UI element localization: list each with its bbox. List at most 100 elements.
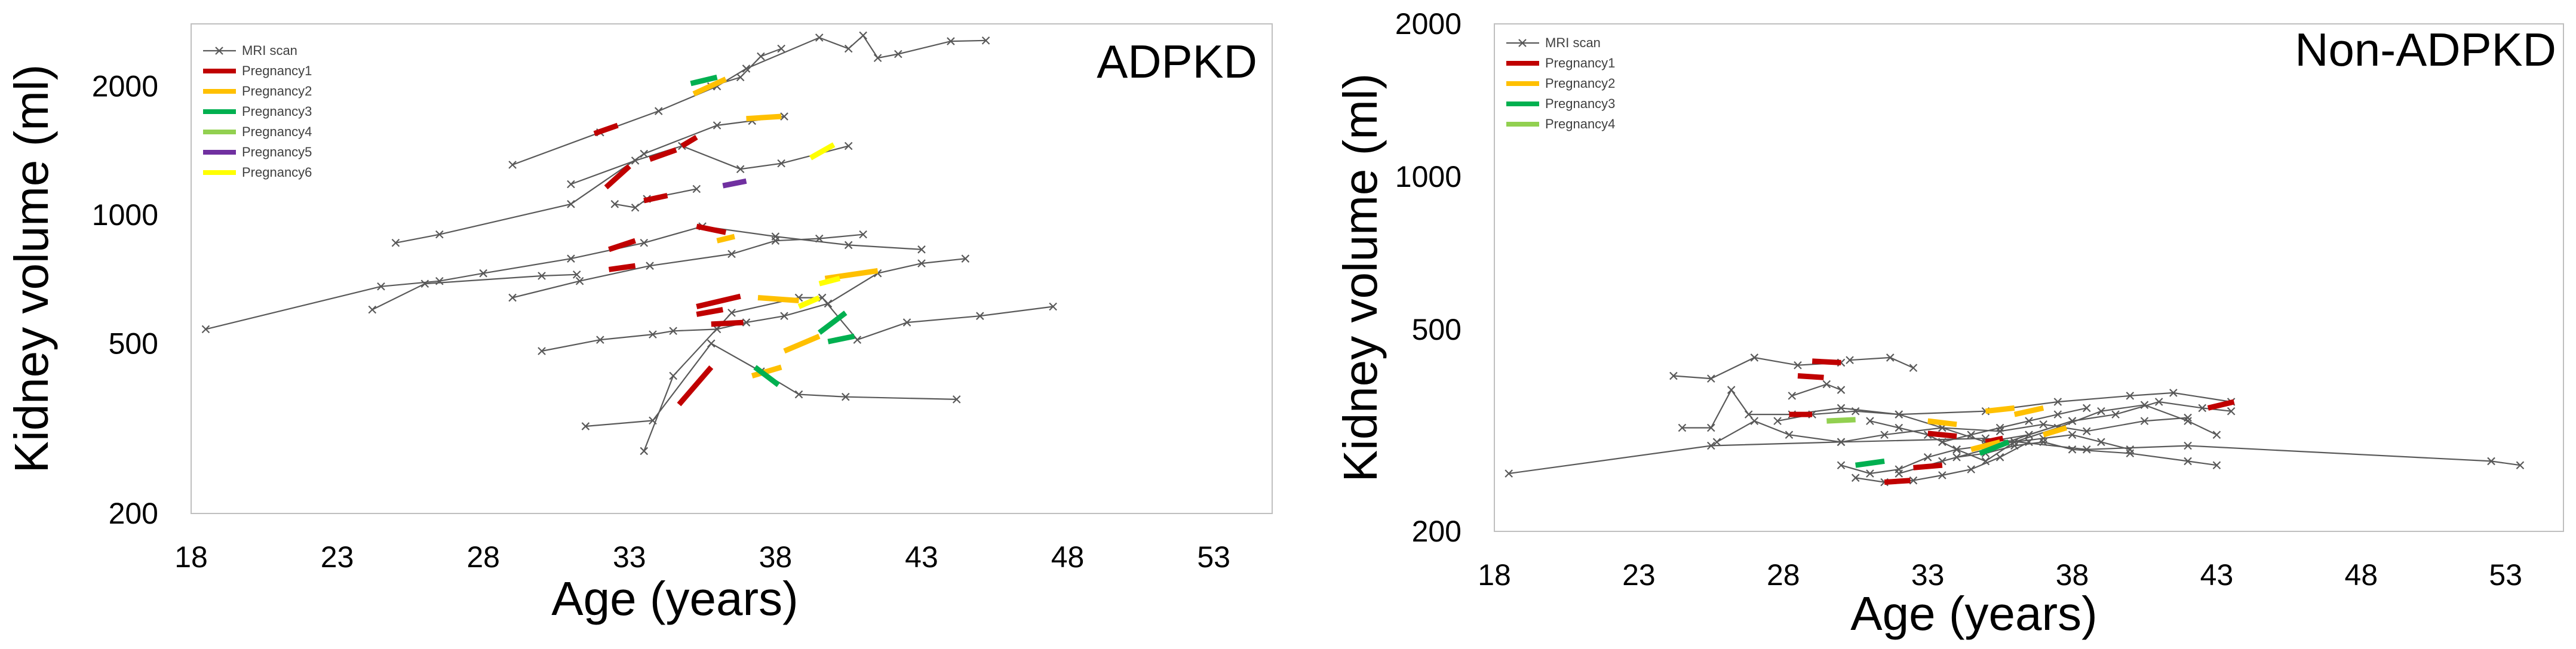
legend-marker bbox=[1518, 39, 1527, 47]
data-point bbox=[649, 330, 657, 339]
plot-area bbox=[191, 23, 1273, 514]
x-axis-title: Age (years) bbox=[551, 572, 798, 625]
legend-item-pregnancy3: Pregnancy3 bbox=[203, 104, 312, 119]
legend-label: Pregnancy2 bbox=[242, 84, 312, 99]
pregnancy1-segment bbox=[711, 319, 744, 327]
y-tick-label: 200 bbox=[1412, 515, 1462, 548]
legend-label: Pregnancy4 bbox=[1545, 116, 1615, 131]
series-line bbox=[615, 188, 697, 208]
legend: MRI scan Pregnancy1 Pregnancy2 Pregnancy3 Pr… bbox=[203, 43, 312, 180]
data-point bbox=[2010, 441, 2019, 450]
data-point bbox=[2154, 398, 2163, 406]
data-point bbox=[1851, 473, 1860, 482]
series-line bbox=[371, 273, 577, 310]
pregnancy3-segment bbox=[690, 75, 718, 87]
data-point bbox=[1678, 423, 1687, 432]
data-point bbox=[2082, 427, 2091, 436]
y-tick-label: 1000 bbox=[1395, 160, 1462, 193]
data-point bbox=[873, 54, 882, 62]
data-point bbox=[952, 395, 961, 404]
data-point bbox=[1049, 302, 1057, 311]
data-point bbox=[1785, 430, 1794, 439]
pregnancy1-segment bbox=[680, 134, 698, 149]
legend-item-mri-scan: MRI scan bbox=[1506, 35, 1601, 50]
data-point bbox=[508, 161, 517, 169]
data-point bbox=[572, 270, 581, 279]
series-line bbox=[512, 34, 986, 166]
data-point bbox=[2053, 398, 2062, 406]
data-point bbox=[1669, 371, 1678, 380]
data-point bbox=[1837, 461, 1846, 469]
mri-series-9 bbox=[640, 293, 1057, 456]
legend-item-pregnancy2: Pregnancy2 bbox=[1506, 76, 1615, 91]
data-point bbox=[917, 259, 926, 267]
data-point bbox=[1895, 410, 1903, 419]
mri-series-12 bbox=[1938, 404, 2091, 447]
pregnancy3-segment bbox=[1855, 458, 1885, 468]
pregnancy2-segment bbox=[751, 364, 782, 379]
data-point bbox=[479, 269, 487, 278]
data-point bbox=[815, 234, 824, 243]
x-tick-label: 18 bbox=[1478, 558, 1511, 592]
legend-label: Pregnancy5 bbox=[242, 144, 312, 159]
legend-item-pregnancy4: Pregnancy4 bbox=[203, 124, 312, 139]
pregnancy1-segment bbox=[608, 263, 636, 272]
pregnancy2-segment bbox=[783, 333, 821, 354]
data-point bbox=[736, 165, 745, 173]
data-point bbox=[2169, 389, 2178, 397]
data-point bbox=[1923, 453, 1932, 462]
data-point bbox=[2140, 401, 2149, 409]
data-point bbox=[713, 121, 721, 130]
x-tick-label: 38 bbox=[759, 540, 793, 574]
x-tick-label: 43 bbox=[2200, 558, 2234, 592]
data-point bbox=[780, 312, 788, 320]
data-point bbox=[1909, 476, 1918, 485]
legend-label: Pregnancy3 bbox=[1545, 96, 1615, 111]
x-tick-label: 28 bbox=[1767, 558, 1800, 592]
data-point bbox=[777, 159, 785, 168]
data-point bbox=[2010, 438, 2019, 447]
legend-label: MRI scan bbox=[242, 43, 297, 58]
data-point bbox=[581, 422, 590, 430]
data-point bbox=[1822, 380, 1831, 389]
y-axis-title: Kidney volume (ml) bbox=[5, 64, 58, 473]
data-point bbox=[2184, 457, 2192, 466]
data-point bbox=[777, 44, 785, 53]
data-point bbox=[1727, 386, 1736, 394]
data-point bbox=[742, 318, 751, 327]
data-point bbox=[1773, 417, 1782, 425]
panel-non-adpkd: 18 23 28 33 38 43 48 53 200 500 1000 2000 Age (years… bbox=[1334, 7, 2564, 640]
data-point bbox=[902, 318, 911, 327]
data-point bbox=[596, 336, 604, 344]
data-point bbox=[815, 33, 824, 42]
pregnancy1-segment bbox=[593, 122, 619, 136]
pregnancy1-segment bbox=[1797, 373, 1824, 380]
data-point bbox=[1707, 441, 1715, 450]
data-point bbox=[2126, 392, 2135, 400]
data-point bbox=[1938, 471, 1946, 479]
series-line bbox=[1942, 407, 2087, 443]
data-point bbox=[538, 272, 546, 280]
legend-item-mri-scan: MRI scan bbox=[203, 43, 297, 58]
pregnancy6-segment bbox=[797, 295, 821, 309]
legend-label: Pregnancy3 bbox=[242, 104, 312, 119]
pregnancy1-segment bbox=[1884, 478, 1911, 485]
data-point bbox=[567, 254, 575, 263]
data-point bbox=[368, 305, 377, 314]
x-tick-label: 48 bbox=[1051, 540, 1085, 574]
data-point bbox=[1837, 438, 1846, 447]
x-tick-label: 33 bbox=[1911, 558, 1945, 592]
data-point bbox=[1837, 386, 1846, 394]
data-point bbox=[649, 416, 657, 425]
data-point bbox=[692, 184, 701, 193]
data-point bbox=[201, 325, 210, 334]
series-line bbox=[1509, 438, 2520, 475]
mri-series-3 bbox=[1846, 353, 1918, 372]
y-tick-label: 2000 bbox=[1395, 7, 1462, 41]
legend-item-pregnancy6: Pregnancy6 bbox=[203, 165, 312, 180]
y-tick-label: 200 bbox=[109, 497, 158, 530]
data-point bbox=[2212, 430, 2221, 439]
legend-item-pregnancy3: Pregnancy3 bbox=[1506, 96, 1615, 111]
legend-label: Pregnancy6 bbox=[242, 165, 312, 180]
